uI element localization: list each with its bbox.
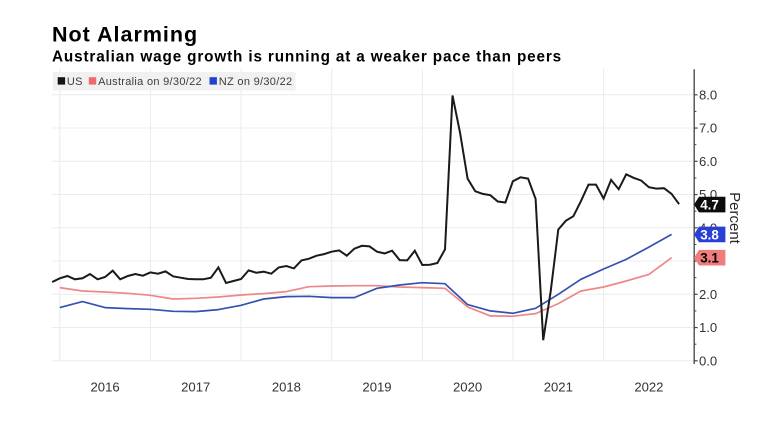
svg-text:2018: 2018 — [272, 380, 301, 395]
svg-text:2.0: 2.0 — [699, 287, 717, 302]
svg-text:2016: 2016 — [91, 380, 120, 395]
svg-text:0.0: 0.0 — [699, 353, 717, 368]
svg-text:3.8: 3.8 — [700, 227, 719, 242]
svg-text:6.0: 6.0 — [699, 154, 717, 169]
svg-text:2017: 2017 — [181, 380, 210, 395]
svg-text:US: US — [67, 76, 83, 88]
svg-text:2021: 2021 — [544, 380, 573, 395]
svg-text:2020: 2020 — [453, 380, 482, 395]
svg-text:Australian wage growth is runn: Australian wage growth is running at a w… — [52, 49, 562, 66]
svg-text:4.7: 4.7 — [700, 197, 719, 212]
svg-text:Australia on 9/30/22: Australia on 9/30/22 — [98, 76, 202, 88]
svg-text:1.0: 1.0 — [699, 320, 717, 335]
svg-text:2022: 2022 — [634, 380, 663, 395]
svg-text:Percent: Percent — [726, 192, 743, 245]
svg-text:3.1: 3.1 — [700, 251, 719, 266]
svg-text:Not Alarming: Not Alarming — [52, 23, 198, 47]
svg-text:2019: 2019 — [362, 380, 391, 395]
svg-text:NZ on 9/30/22: NZ on 9/30/22 — [219, 76, 293, 88]
svg-text:7.0: 7.0 — [699, 121, 717, 136]
svg-text:8.0: 8.0 — [699, 87, 717, 102]
